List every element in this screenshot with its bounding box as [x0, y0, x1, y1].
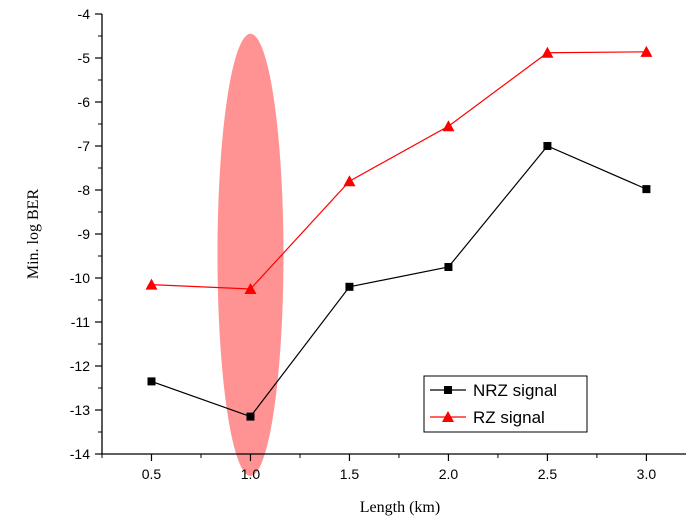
- y-tick-label: -10: [70, 270, 90, 286]
- data-point-nrz-signal: [444, 263, 453, 271]
- y-tick-label: -5: [78, 50, 91, 66]
- y-tick-label: -11: [71, 314, 90, 330]
- data-point-rz-signal: [442, 120, 455, 132]
- x-tick-label: 1.0: [241, 466, 261, 482]
- legend-label-nrz-signal: NRZ signal: [473, 381, 557, 400]
- series: [145, 45, 653, 421]
- data-point-rz-signal: [145, 278, 158, 290]
- legend-marker-rz-signal: [442, 411, 454, 422]
- data-point-rz-signal: [343, 175, 356, 187]
- series-rz-signal: [145, 45, 653, 294]
- x-tick-label: 3.0: [637, 466, 657, 482]
- data-point-nrz-signal: [345, 282, 354, 291]
- x-tick-label: 2.0: [439, 466, 459, 482]
- y-tick-label: -9: [78, 226, 91, 242]
- ticks: 0.5 1.0 1.5 2.0 2.5 3.0 -4 -5 -6 -7 -8 -9 -10 -11 -12 -…: [70, 6, 657, 482]
- y-tick-label: -4: [78, 6, 91, 22]
- x-axis-title: Length (km): [360, 499, 440, 516]
- data-point-nrz-signal: [246, 412, 255, 421]
- legend-marker-nrz-signal: [444, 386, 452, 394]
- y-tick-label: -6: [78, 94, 91, 110]
- y-tick-label: -7: [78, 138, 91, 154]
- data-point-nrz-signal: [642, 185, 651, 194]
- y-tick-label: -14: [70, 446, 90, 462]
- highlight-ellipse: [217, 33, 284, 476]
- data-point-nrz-signal: [543, 142, 552, 150]
- x-tick-label: 0.5: [142, 466, 162, 482]
- data-point-nrz-signal: [147, 377, 156, 386]
- data-point-rz-signal: [541, 46, 554, 58]
- data-point-rz-signal: [244, 283, 257, 294]
- series-line-nrz-signal: [151, 145, 647, 418]
- series-line-rz-signal: [151, 51, 647, 290]
- x-tick-label: 2.5: [538, 466, 558, 482]
- legend-entry-rz-signal: RZ signal: [430, 408, 545, 427]
- legend-label-rz-signal: RZ signal: [473, 408, 545, 427]
- x-tick-label: 1.5: [340, 466, 360, 482]
- y-tick-label: -12: [70, 358, 90, 374]
- axes: [101, 14, 686, 455]
- legend-box: [423, 375, 588, 433]
- data-point-rz-signal: [640, 45, 653, 57]
- legend-entry-nrz-signal: NRZ signal: [430, 381, 557, 400]
- series-nrz-signal: [147, 142, 651, 421]
- y-axis-title: Min. log BER: [25, 189, 42, 280]
- legend: NRZ signal RZ signal: [423, 375, 588, 433]
- y-tick-label: -8: [78, 182, 91, 198]
- y-tick-label: -13: [70, 402, 90, 418]
